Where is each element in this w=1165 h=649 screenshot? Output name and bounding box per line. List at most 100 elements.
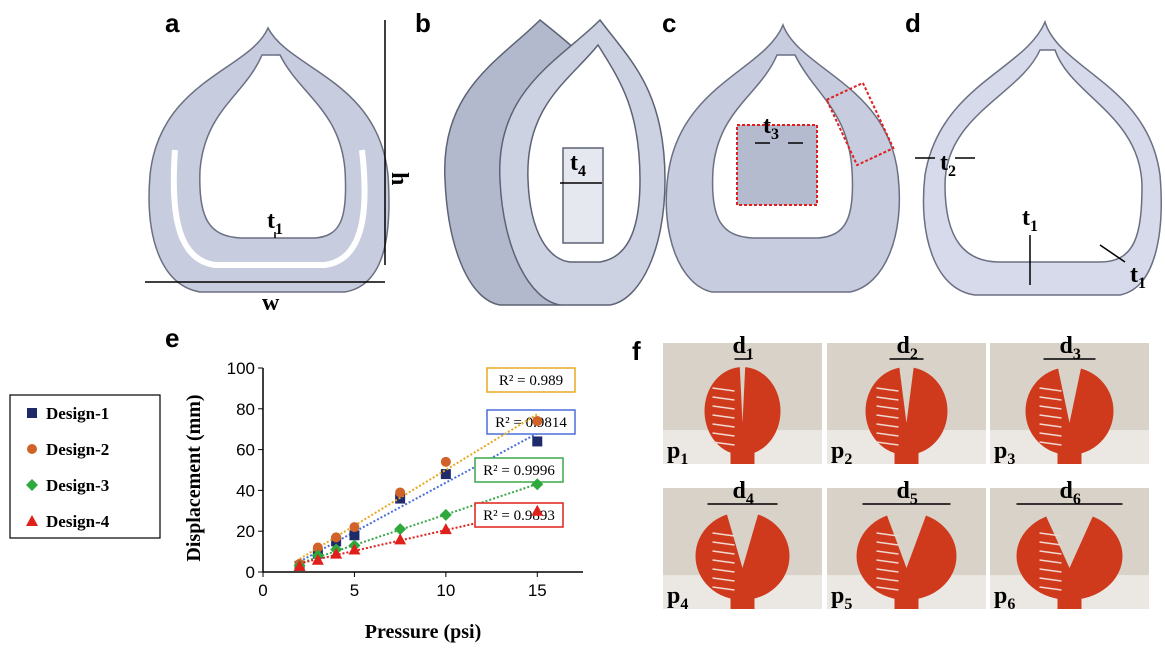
panel-label: e xyxy=(165,323,179,353)
marker xyxy=(349,522,359,532)
gap-label-sub: 5 xyxy=(910,491,918,508)
pressure-label-sub: 6 xyxy=(1007,596,1015,613)
panel-label: b xyxy=(415,8,431,38)
marker xyxy=(395,487,405,497)
dimension-label-sub: 1 xyxy=(1030,218,1038,235)
panel-label: c xyxy=(662,8,676,38)
pressure-label-base: p xyxy=(994,438,1007,464)
marker xyxy=(394,533,406,544)
dimension-label-base: t xyxy=(570,150,578,176)
x-tick-label: 5 xyxy=(350,581,359,600)
pressure-label-base: p xyxy=(831,438,844,464)
gap-label-base: d xyxy=(1060,333,1074,359)
y-axis-label: Displacement (mm) xyxy=(183,394,205,561)
gap-label: d3 xyxy=(1060,333,1081,363)
photo xyxy=(990,343,1149,464)
actuator-base xyxy=(731,597,755,609)
y-tick-label: 80 xyxy=(236,400,255,419)
x-axis-label: Pressure (psi) xyxy=(365,621,481,643)
photo xyxy=(663,343,822,464)
pressure-label-base: p xyxy=(831,583,844,609)
y-tick-label: 40 xyxy=(236,481,255,500)
y-tick-label: 0 xyxy=(246,563,255,582)
marker xyxy=(532,436,542,446)
legend-label: Design-1 xyxy=(46,404,109,423)
legend-label: Design-4 xyxy=(46,512,110,531)
dimension-label-sub: 2 xyxy=(948,163,956,180)
dimension-label: h xyxy=(386,172,412,185)
marker xyxy=(440,509,452,521)
gap-label-base: d xyxy=(733,478,747,504)
gap-label-base: d xyxy=(733,333,747,359)
photo xyxy=(663,488,822,609)
panel-label: a xyxy=(165,8,180,38)
actuator-base xyxy=(895,452,919,464)
marker xyxy=(532,416,542,426)
pressure-label-sub: 5 xyxy=(844,596,852,613)
marker xyxy=(27,408,37,418)
dimension-label-base: h xyxy=(386,172,412,185)
x-tick-label: 0 xyxy=(258,581,267,600)
drawing-c xyxy=(666,25,899,292)
marker xyxy=(331,532,341,542)
y-tick-label: 100 xyxy=(227,359,255,378)
figure: abcdeft1hwt4t3t2t1t1d1p1d2p2d3p3d4p4d5p5… xyxy=(0,0,1165,649)
dimension-label-sub: 3 xyxy=(771,126,779,143)
marker xyxy=(441,457,451,467)
marker xyxy=(440,523,452,534)
panel-label: f xyxy=(632,336,641,366)
actuator-base xyxy=(895,597,919,609)
drawing-a xyxy=(149,28,389,292)
pressure-label-sub: 2 xyxy=(844,451,852,468)
pressure-label-base: p xyxy=(667,583,680,609)
gap-label: d5 xyxy=(897,478,918,508)
drawing-b xyxy=(445,20,665,305)
dimension-label-base: t xyxy=(1130,262,1138,288)
gap-label-sub: 4 xyxy=(746,491,754,508)
r2-label: R² = 0.9996 xyxy=(483,463,555,479)
dimension-label-base: t xyxy=(267,208,275,234)
gap-label: d2 xyxy=(897,333,918,363)
gap-label: d6 xyxy=(1060,478,1081,508)
gap-label: d1 xyxy=(733,333,754,363)
pressure-label-sub: 4 xyxy=(680,596,688,613)
pressure-label-base: p xyxy=(994,583,1007,609)
panel-label: d xyxy=(905,8,921,38)
gap-label-base: d xyxy=(1060,478,1074,504)
actuator-base xyxy=(1058,452,1082,464)
gap-label-sub: 2 xyxy=(910,346,918,363)
r2-label: R² = 0.9814 xyxy=(495,415,567,431)
gap-label-base: d xyxy=(897,478,911,504)
page: abcdeft1hwt4t3t2t1t1d1p1d2p2d3p3d4p4d5p5… xyxy=(0,0,1165,649)
pressure-label-sub: 3 xyxy=(1007,451,1015,468)
r2-label: R² = 0.9893 xyxy=(483,508,555,524)
x-tick-label: 10 xyxy=(436,581,455,600)
photo xyxy=(827,488,986,609)
dimension-label-sub: 4 xyxy=(578,163,586,180)
marker xyxy=(27,444,37,454)
photo xyxy=(827,343,986,464)
marker xyxy=(441,469,451,479)
dimension-label-base: t xyxy=(1022,205,1030,231)
photo xyxy=(990,488,1149,609)
x-tick-label: 15 xyxy=(528,581,547,600)
gap-label-sub: 6 xyxy=(1073,491,1081,508)
y-tick-label: 20 xyxy=(236,522,255,541)
dimension-label-base: w xyxy=(262,290,280,316)
dimension-label: w xyxy=(262,290,280,316)
legend-label: Design-2 xyxy=(46,440,109,459)
pressure-label-sub: 1 xyxy=(680,451,688,468)
r2-label: R² = 0.989 xyxy=(499,373,563,389)
dimension-label-sub: 1 xyxy=(275,221,283,238)
gap-label-sub: 1 xyxy=(746,346,754,363)
y-tick-label: 60 xyxy=(236,441,255,460)
gap-label-base: d xyxy=(897,333,911,359)
gap-label: d4 xyxy=(733,478,754,508)
pressure-label-base: p xyxy=(667,438,680,464)
dimension-label-base: t xyxy=(763,113,771,139)
dimension-label-base: t xyxy=(940,150,948,176)
actuator-base xyxy=(1058,597,1082,609)
dimension-label-sub: 1 xyxy=(1138,275,1146,292)
gap-label-sub: 3 xyxy=(1073,346,1081,363)
legend-label: Design-3 xyxy=(46,476,109,495)
